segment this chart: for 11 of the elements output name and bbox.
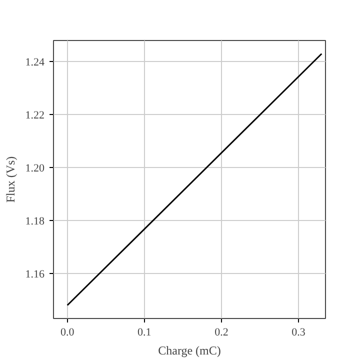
x-tick-label: 0.1 <box>138 326 152 338</box>
y-tick-label: 1.16 <box>25 268 45 280</box>
y-tick-label: 1.24 <box>25 56 45 69</box>
x-tick-label: 0.3 <box>292 326 306 338</box>
y-axis-title: Flux (Vs) <box>3 156 18 203</box>
x-tick-label: 0.2 <box>214 326 228 338</box>
x-tick-label: 0.0 <box>60 326 75 338</box>
y-tick-label: 1.20 <box>25 162 45 175</box>
x-axis-title: Charge (mC) <box>158 344 221 358</box>
y-tick-label: 1.18 <box>25 216 45 228</box>
y-tick-label: 1.22 <box>25 110 44 122</box>
